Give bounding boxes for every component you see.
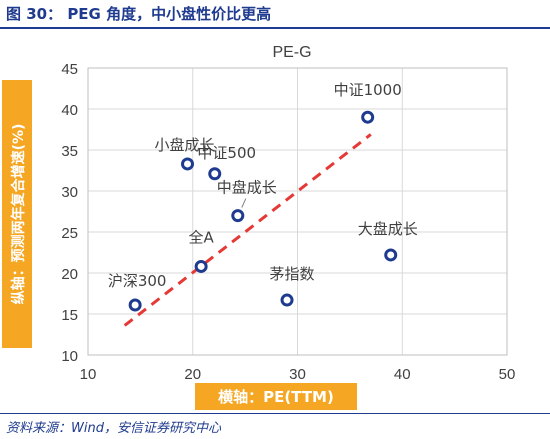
x-tick-label: 30 [289, 366, 306, 383]
axes: 10 15 20 25 30 35 40 45 10 20 30 40 50 [61, 61, 515, 383]
data-point [128, 298, 142, 312]
figure-title: 图 30： PEG 角度，中小盘性价比更高 [6, 5, 272, 23]
figure-header: 图 30： PEG 角度，中小盘性价比更高 [0, 0, 550, 26]
y-tick-label: 20 [61, 266, 78, 283]
point-label: 中证1000 [334, 81, 402, 99]
y-axis-label: 纵轴：预测两年复合增速(%) [10, 124, 27, 305]
y-tick-label: 45 [61, 61, 78, 78]
source-note: 资料来源：Wind，安信证券研究中心 [6, 421, 221, 436]
data-point [361, 110, 375, 124]
data-point [208, 167, 222, 181]
x-axis-label-box: 横轴：PE(TTM) [195, 383, 357, 410]
data-points [128, 110, 398, 312]
point-label: 中盘成长 [217, 179, 277, 197]
data-point [384, 248, 398, 262]
point-label: 大盘成长 [358, 220, 418, 238]
x-tick-label: 50 [499, 366, 516, 383]
y-axis-label-background [2, 80, 32, 348]
source-divider [0, 413, 550, 414]
point-label: 沪深300 [108, 272, 167, 290]
y-tick-label: 15 [61, 307, 78, 324]
point-label: 中证500 [197, 144, 256, 162]
trendline [123, 133, 372, 327]
grid-lines [87, 67, 508, 356]
x-axis-label-background [195, 383, 357, 410]
scatter-chart: PE-G 10 15 20 25 30 35 40 45 10 20 30 40 50 沪深300 全A 小… [2, 44, 515, 410]
x-axis-label: 横轴：PE(TTM) [218, 388, 334, 406]
data-point [231, 209, 245, 223]
x-tick-label: 10 [80, 366, 97, 383]
y-tick-label: 35 [61, 143, 78, 160]
x-tick-label: 40 [394, 366, 411, 383]
y-tick-label: 40 [61, 102, 78, 119]
label-leader-line [241, 198, 247, 208]
y-tick-label: 30 [61, 184, 78, 201]
data-point [280, 293, 294, 307]
trendline-layer [123, 133, 372, 327]
data-point [181, 157, 195, 171]
point-label: 小盘成长 [155, 136, 215, 154]
data-point [194, 259, 208, 273]
point-label: 全A [188, 228, 214, 246]
header-divider [0, 27, 550, 29]
y-tick-label: 25 [61, 225, 78, 242]
x-tick-label: 20 [184, 366, 201, 383]
y-axis-label-box: 纵轴：预测两年复合增速(%) [2, 80, 32, 348]
y-tick-label: 10 [61, 348, 78, 365]
point-label: 茅指数 [270, 265, 315, 283]
chart-title: PE-G [272, 44, 311, 61]
plot-frame [87, 67, 508, 356]
